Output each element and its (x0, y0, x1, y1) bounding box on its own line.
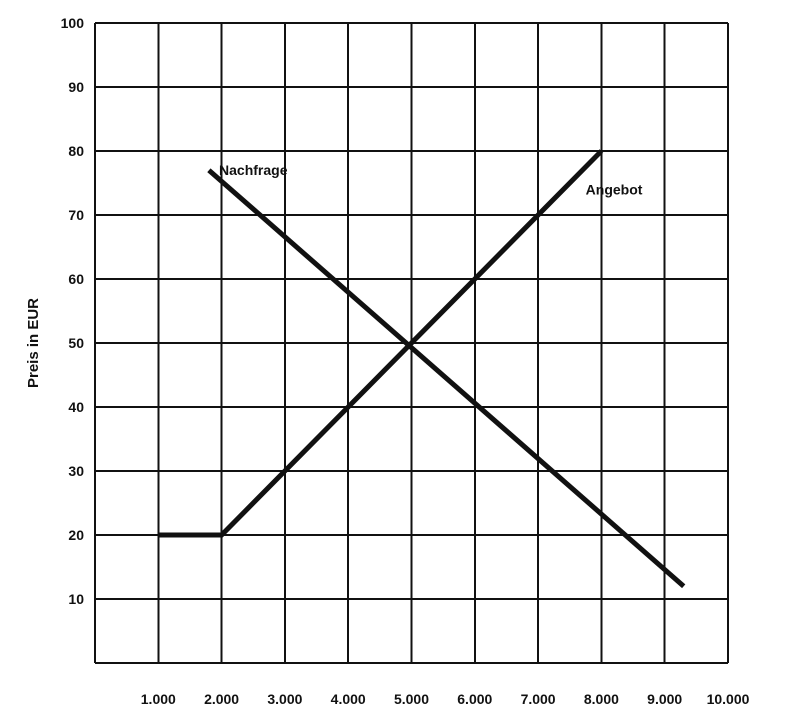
series-label-angebot: Angebot (586, 181, 643, 197)
y-tick-label: 20 (68, 527, 84, 543)
y-tick-label: 50 (68, 335, 84, 351)
series-label-nachfrage: Nachfrage (219, 162, 288, 178)
x-tick-label: 7.000 (521, 691, 556, 707)
y-tick-label: 90 (68, 79, 84, 95)
y-tick-label: 70 (68, 207, 84, 223)
x-tick-label: 2.000 (204, 691, 239, 707)
x-tick-label: 8.000 (584, 691, 619, 707)
y-tick-label: 30 (68, 463, 84, 479)
y-tick-label: 40 (68, 399, 84, 415)
y-axis-ticks: 10 20 30 40 50 60 70 80 90 100 (61, 15, 85, 607)
x-tick-label: 3.000 (267, 691, 302, 707)
y-axis-label: Preis in EUR (25, 298, 42, 388)
y-tick-label: 80 (68, 143, 84, 159)
series-line-angebot (158, 149, 604, 538)
chart-annotations: Nachfrage Angebot (219, 162, 643, 197)
y-tick-label: 100 (61, 15, 85, 31)
x-tick-label: 5.000 (394, 691, 429, 707)
x-tick-label: 1.000 (141, 691, 176, 707)
x-tick-label: 6.000 (457, 691, 492, 707)
x-tick-label: 4.000 (331, 691, 366, 707)
x-tick-label: 9.000 (647, 691, 682, 707)
y-tick-label: 60 (68, 271, 84, 287)
x-axis-ticks: 1.000 2.000 3.000 4.000 5.000 6.000 7.000 8.000… (141, 691, 750, 707)
x-tick-label: 10.000 (707, 691, 750, 707)
series-line-nachfrage (207, 168, 686, 589)
chart-series (158, 149, 686, 589)
y-tick-label: 10 (68, 591, 84, 607)
